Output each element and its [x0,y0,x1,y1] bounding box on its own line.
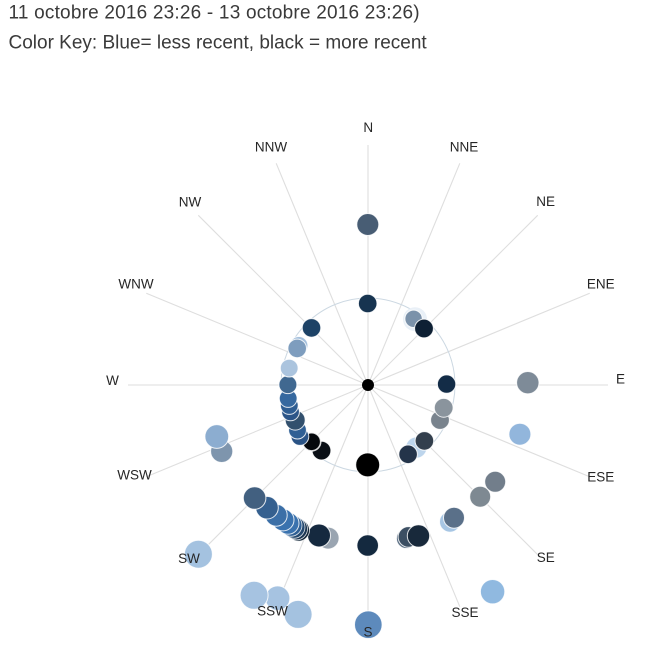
svg-text:S: S [363,625,372,640]
svg-text:SW: SW [178,551,200,566]
svg-text:SE: SE [537,550,555,565]
svg-text:E: E [616,372,625,387]
svg-text:ENE: ENE [587,277,615,292]
svg-text:NW: NW [179,195,202,210]
svg-text:SSW: SSW [257,604,288,619]
svg-text:11 octobre 2016 23:26 - 13 oct: 11 octobre 2016 23:26 - 13 octobre 2016 … [9,2,420,23]
svg-text:SSE: SSE [451,605,478,620]
svg-text:NNW: NNW [255,140,287,155]
svg-text:ESE: ESE [587,470,614,485]
svg-text:W: W [106,373,119,388]
svg-text:N: N [363,120,373,135]
svg-text:WSW: WSW [117,468,152,483]
svg-text:NE: NE [536,194,555,209]
svg-text:Color Key: Blue= less recent,: Color Key: Blue= less recent, black = mo… [9,33,428,54]
svg-text:NNE: NNE [450,140,479,155]
svg-text:WNW: WNW [118,277,153,292]
